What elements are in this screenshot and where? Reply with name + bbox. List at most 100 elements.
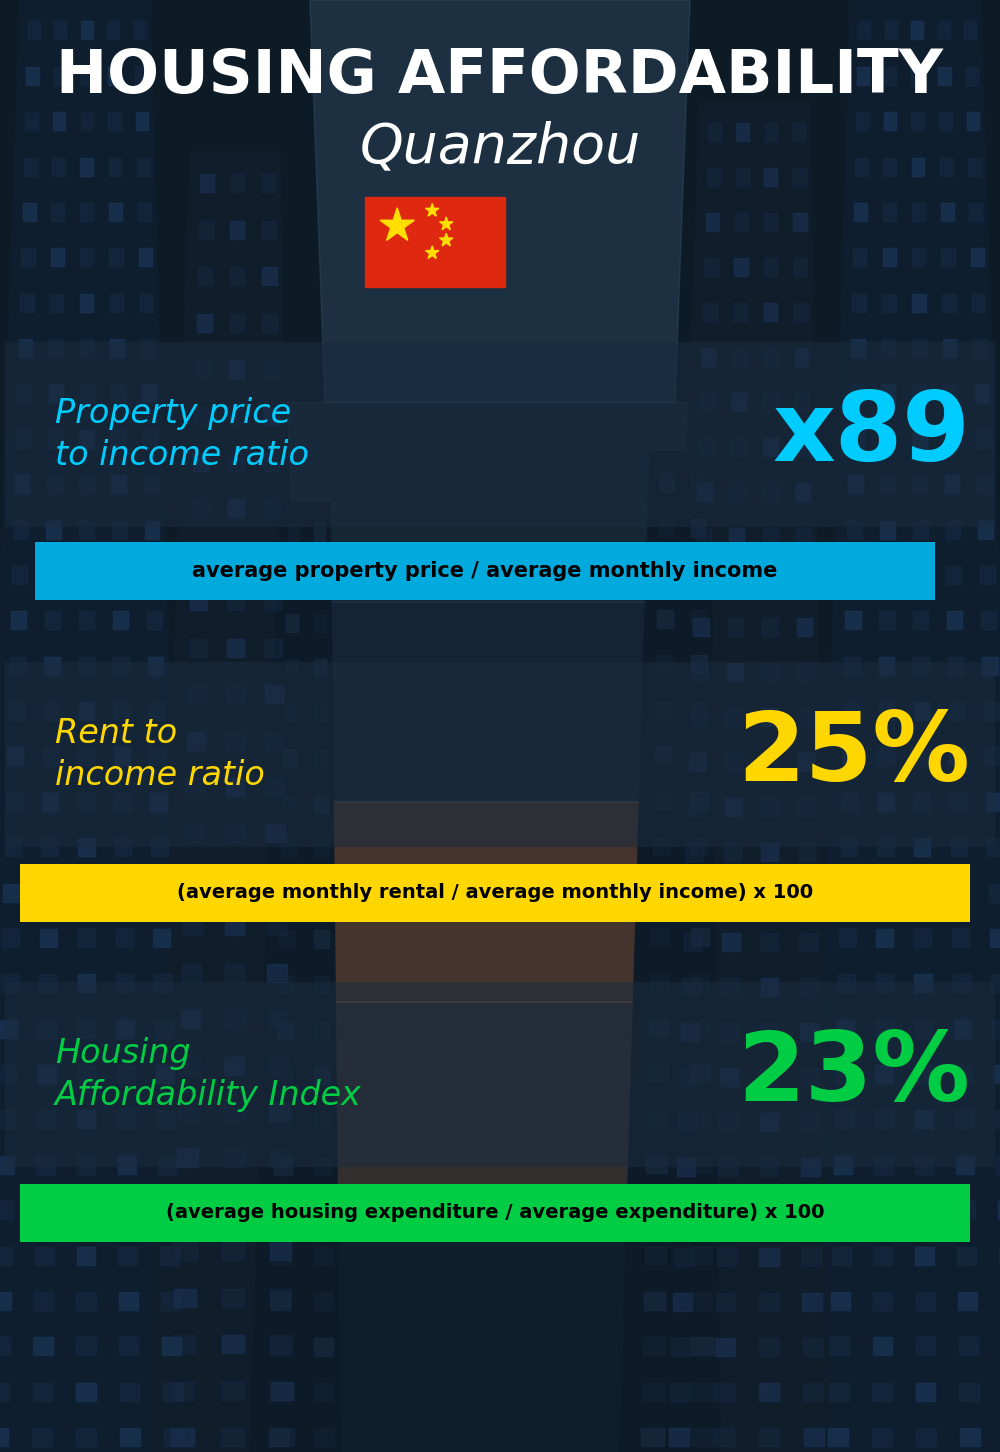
Bar	[7, 748, 23, 765]
Bar	[874, 1246, 892, 1265]
Bar	[911, 112, 924, 131]
Bar	[314, 1111, 331, 1130]
Bar	[762, 754, 778, 771]
Bar	[228, 546, 244, 563]
Bar	[953, 974, 970, 992]
Bar	[692, 664, 708, 681]
Bar	[81, 112, 93, 131]
Bar	[175, 1243, 196, 1260]
Bar	[109, 203, 122, 221]
Bar	[829, 1382, 849, 1401]
Bar	[178, 1104, 199, 1121]
Bar	[0, 1111, 15, 1128]
Bar	[857, 67, 869, 84]
Bar	[279, 931, 295, 948]
Bar	[949, 748, 965, 765]
Bar	[262, 314, 277, 331]
Bar	[732, 393, 746, 411]
Bar	[223, 1150, 244, 1167]
Bar	[691, 1156, 711, 1173]
Bar	[995, 1111, 1000, 1128]
Bar	[938, 22, 950, 39]
Bar	[314, 1427, 334, 1446]
Bar	[0, 1064, 16, 1083]
Bar	[36, 1156, 55, 1173]
Bar	[76, 1292, 96, 1310]
Bar	[35, 1246, 54, 1265]
Bar	[763, 393, 778, 411]
Bar	[118, 1156, 136, 1173]
Bar	[915, 1201, 934, 1220]
Bar	[314, 1292, 332, 1310]
Bar	[226, 825, 244, 842]
Bar	[79, 611, 94, 629]
Bar	[725, 754, 742, 771]
Bar	[79, 566, 94, 584]
Bar	[79, 430, 94, 447]
Bar	[911, 22, 923, 39]
Bar	[913, 566, 928, 584]
Bar	[702, 348, 715, 366]
Bar	[978, 520, 993, 539]
Bar	[844, 701, 859, 720]
Bar	[277, 1021, 293, 1038]
Text: (average monthly rental / average monthly income) x 100: (average monthly rental / average monthl…	[177, 883, 813, 903]
Bar	[646, 1156, 666, 1173]
Bar	[197, 314, 212, 331]
Bar	[652, 883, 670, 900]
Bar	[717, 1204, 736, 1221]
Bar	[994, 1064, 1000, 1083]
Text: 25%: 25%	[737, 709, 970, 802]
Bar	[795, 393, 809, 411]
Bar	[949, 701, 964, 720]
Bar	[832, 1246, 851, 1265]
Bar	[186, 778, 204, 796]
Bar	[873, 1292, 892, 1310]
Bar	[225, 871, 244, 889]
Bar	[282, 794, 296, 813]
Bar	[274, 1157, 292, 1175]
Bar	[48, 430, 62, 447]
Bar	[691, 883, 709, 900]
Bar	[79, 520, 94, 539]
Bar	[53, 112, 65, 131]
Bar	[107, 22, 119, 39]
Bar	[991, 974, 1000, 992]
Bar	[760, 1204, 778, 1221]
Bar	[314, 1337, 333, 1356]
Bar	[77, 1019, 95, 1038]
Bar	[314, 1247, 332, 1265]
Bar	[872, 1427, 892, 1446]
Bar	[914, 929, 931, 947]
Bar	[729, 574, 744, 591]
Bar	[799, 934, 817, 951]
Bar	[793, 168, 806, 186]
Bar	[10, 656, 25, 675]
Bar	[36, 1201, 54, 1220]
Bar	[269, 1382, 289, 1401]
Bar	[20, 293, 34, 312]
Bar	[227, 639, 244, 656]
Bar	[191, 546, 208, 563]
Bar	[912, 293, 926, 312]
Bar	[288, 523, 299, 542]
Bar	[78, 974, 95, 992]
Bar	[849, 430, 864, 447]
Bar	[19, 338, 32, 357]
Bar	[802, 1204, 821, 1221]
Bar	[114, 748, 130, 765]
Bar	[149, 748, 165, 765]
Bar	[116, 1019, 134, 1038]
Bar	[881, 430, 895, 447]
Bar	[835, 1111, 853, 1128]
Bar	[691, 746, 707, 764]
Bar	[882, 338, 895, 357]
Bar	[157, 1111, 175, 1128]
Bar	[734, 258, 748, 276]
Polygon shape	[310, 0, 690, 402]
Bar	[759, 1382, 779, 1401]
Bar	[141, 338, 154, 357]
FancyBboxPatch shape	[35, 542, 935, 600]
Polygon shape	[250, 502, 340, 1452]
Bar	[187, 732, 205, 749]
